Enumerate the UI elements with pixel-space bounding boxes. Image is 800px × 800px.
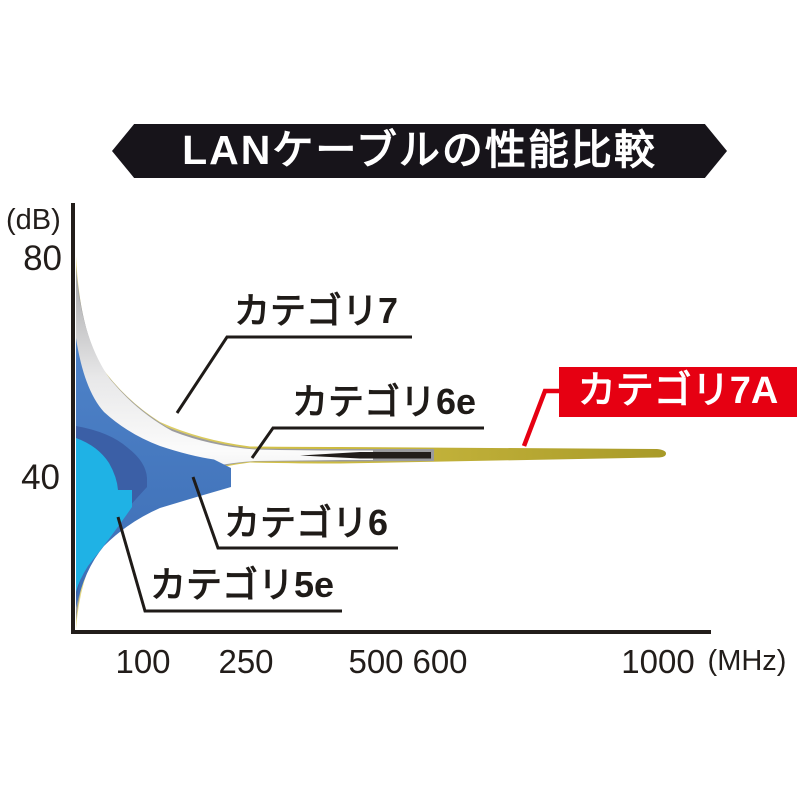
ribbon-cat7-core-bar (300, 452, 431, 459)
label-cat6e: カテゴリ6e (292, 381, 477, 422)
x-tick-100: 100 (115, 643, 171, 680)
title-banner: LANケーブルの性能比較 (112, 124, 727, 178)
y-tick-40: 40 (21, 458, 60, 497)
x-tick-500: 500 (348, 643, 404, 680)
callout-line-cat5e (116, 516, 342, 613)
y-tick-80: 80 (23, 239, 62, 278)
callout-line-cat7 (175, 335, 412, 414)
x-axis (71, 630, 711, 634)
callout-line-cat6e (250, 426, 484, 459)
callout-line-cat6 (191, 476, 398, 550)
label-cat7a-highlight: カテゴリ7A (559, 367, 797, 417)
label-cat7: カテゴリ7 (234, 290, 399, 331)
x-tick-600: 600 (412, 643, 468, 680)
y-axis-unit-label: (dB) (6, 204, 61, 236)
page-title: LANケーブルの性能比較 (182, 126, 657, 173)
y-axis (71, 203, 75, 633)
label-cat7a: カテゴリ7A (577, 370, 779, 412)
label-cat5e: カテゴリ5e (150, 564, 335, 605)
x-tick-1000: 1000 (621, 643, 695, 680)
x-axis-unit-label: (MHz) (707, 645, 787, 677)
callout-line-cat7a (521, 388, 560, 447)
x-tick-250: 250 (218, 643, 274, 680)
ribbon-cat5e (76, 438, 132, 592)
ribbon-cat6 (76, 338, 231, 608)
label-cat6: カテゴリ6 (224, 502, 389, 543)
